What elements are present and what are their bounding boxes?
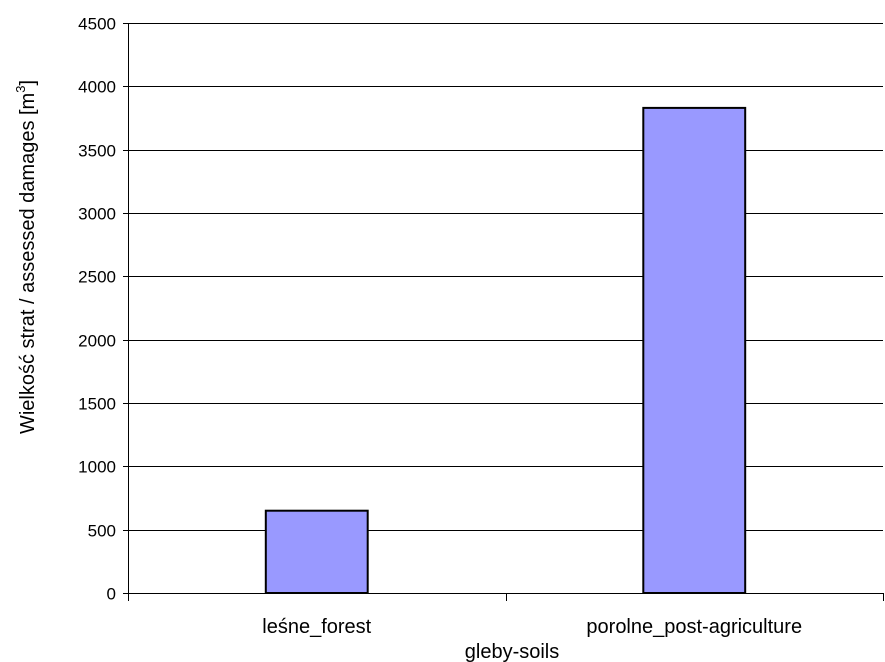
gridlines <box>128 23 883 531</box>
y-tick-label: 1000 <box>78 458 116 477</box>
x-category-labels: leśne_forest porolne_post-agriculture <box>262 616 802 638</box>
x-category-label: leśne_forest <box>262 616 371 638</box>
y-tick-label: 4500 <box>78 15 116 34</box>
y-axis-title-close: ] <box>17 80 39 86</box>
y-axis-title: Wielkość strat / assessed damages [m3] <box>13 80 39 434</box>
y-tick-label: 2500 <box>78 268 116 287</box>
y-tick-labels: 0 500 1000 1500 2000 2500 3000 3500 4000 4500 <box>78 15 116 604</box>
y-tick-label: 500 <box>88 522 116 541</box>
x-category-label: porolne_post-agriculture <box>586 616 802 638</box>
y-tick-label: 2000 <box>78 332 116 351</box>
y-axis-title-text: Wielkość strat / assessed damages [m <box>17 93 39 434</box>
axes <box>123 23 884 601</box>
bar <box>264 509 369 595</box>
y-tick-label: 0 <box>107 585 116 604</box>
y-tick-label: 1500 <box>78 395 116 414</box>
x-axis-title: gleby-soils <box>465 641 559 662</box>
y-tick-label: 4000 <box>78 78 116 97</box>
y-tick-label: 3000 <box>78 205 116 224</box>
y-axis-title-superscript: 3 <box>13 86 28 93</box>
bar <box>642 106 747 595</box>
bars <box>264 106 747 595</box>
y-tick-label: 3500 <box>78 142 116 161</box>
